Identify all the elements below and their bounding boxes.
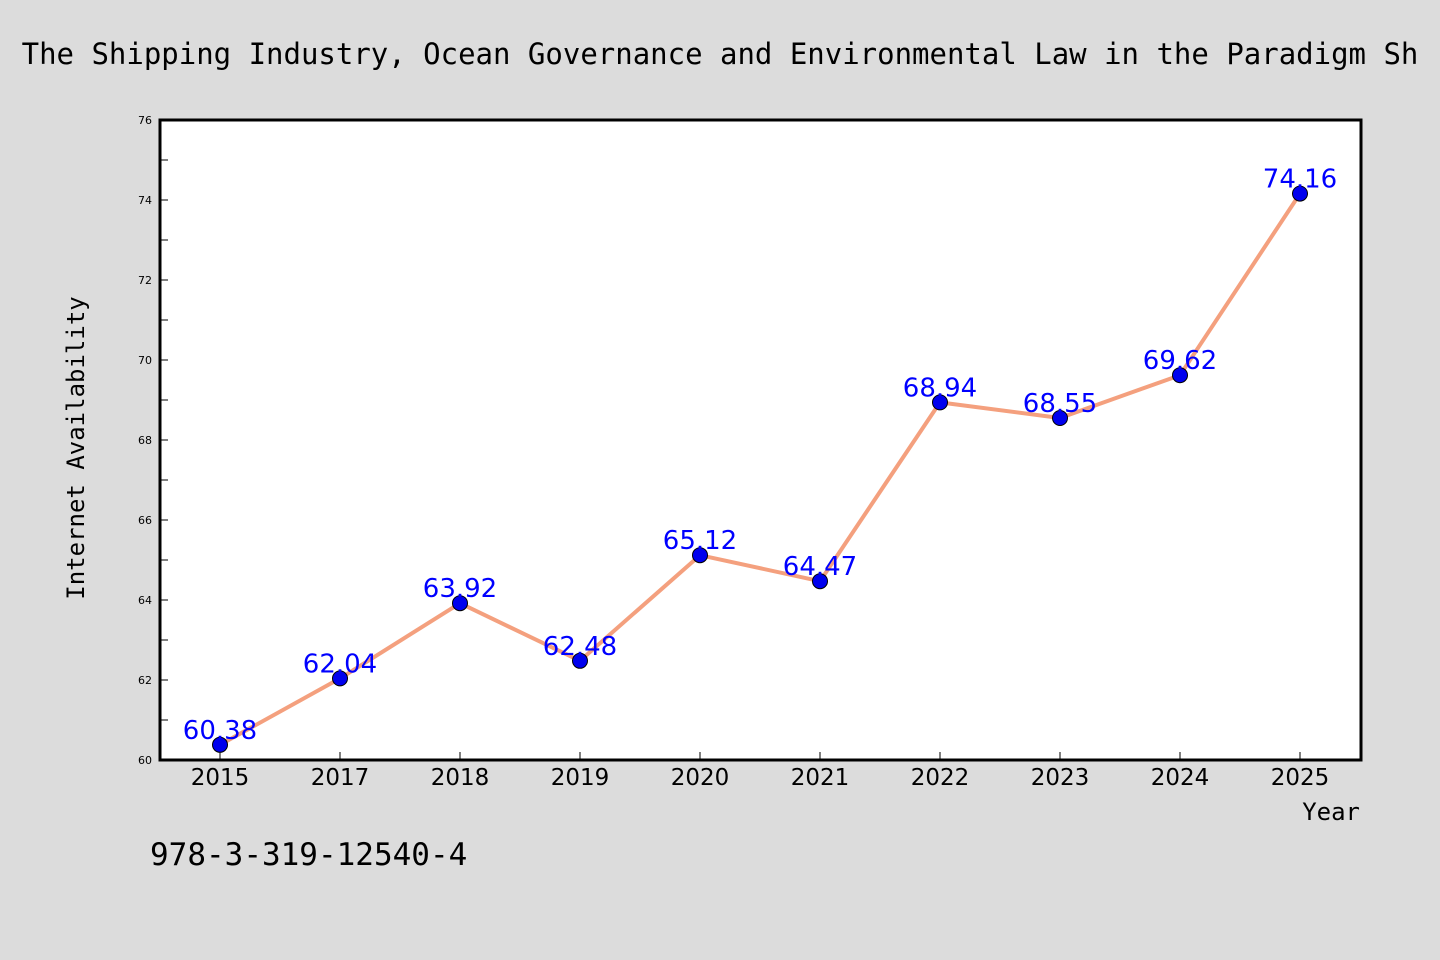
x-tick-label: 2024 — [1151, 765, 1210, 791]
series-line — [218, 191, 1302, 747]
data-label: 68.55 — [1023, 389, 1097, 419]
data-point-marker — [332, 670, 348, 687]
y-tick-label: 70 — [138, 354, 152, 367]
x-tick-label: 2015 — [191, 765, 250, 791]
y-tick-label: 60 — [138, 754, 152, 767]
x-axis: 2015 2017 2018 2019 2020 2021 2022 2023 2024 2025 — [191, 752, 1330, 791]
x-tick-label: 2019 — [551, 765, 610, 791]
y-tick-label: 72 — [138, 274, 152, 287]
x-tick-label: 2021 — [791, 765, 850, 791]
data-point-marker — [1292, 185, 1308, 202]
data-point-marker — [1172, 367, 1188, 384]
x-tick-label: 2018 — [431, 765, 490, 791]
data-point-marker — [1052, 410, 1068, 426]
y-tick-label: 74 — [138, 194, 152, 207]
footer-isbn: 978-3-319-12540-4 — [150, 837, 467, 873]
x-tick-label: 2023 — [1031, 765, 1090, 791]
data-label: 62.04 — [303, 649, 377, 679]
plot-area — [158, 118, 1363, 762]
marker-group — [212, 185, 1308, 753]
y-axis: 60 62 64 66 68 70 72 74 76 — [138, 114, 168, 767]
y-tick-label: 64 — [138, 594, 152, 607]
data-label: 68.94 — [903, 373, 977, 403]
y-tick-label: 68 — [138, 434, 152, 447]
data-label: 62.48 — [543, 632, 617, 662]
data-label: 74.16 — [1263, 165, 1337, 195]
chart-title: The Shipping Industry, Ocean Governance … — [22, 37, 1419, 71]
x-tick-label: 2017 — [311, 765, 370, 791]
data-label: 60.38 — [183, 716, 257, 746]
data-label: 64.47 — [783, 552, 857, 582]
y-tick-label: 62 — [138, 674, 152, 687]
x-tick-label: 2025 — [1271, 765, 1330, 791]
data-point-marker — [212, 736, 228, 753]
x-axis-label: Year — [1302, 798, 1360, 826]
data-point-marker — [692, 547, 708, 564]
y-tick-label: 76 — [138, 114, 152, 127]
data-label: 69.62 — [1143, 346, 1217, 376]
y-tick-label: 66 — [138, 514, 152, 527]
series-line-group — [218, 191, 1302, 747]
data-point-marker — [452, 595, 468, 612]
data-label: 63.92 — [423, 574, 497, 604]
data-point-marker — [932, 394, 948, 411]
y-axis-label: Internet Availability — [62, 296, 90, 599]
data-label-group: 60.38 62.04 63.92 62.48 65.12 64.47 68.94 68.55… — [183, 165, 1337, 746]
data-point-marker — [812, 573, 828, 590]
x-tick-label: 2020 — [671, 765, 730, 791]
x-tick-label: 2022 — [911, 765, 970, 791]
data-point-marker — [572, 652, 588, 669]
data-label: 65.12 — [663, 526, 737, 556]
